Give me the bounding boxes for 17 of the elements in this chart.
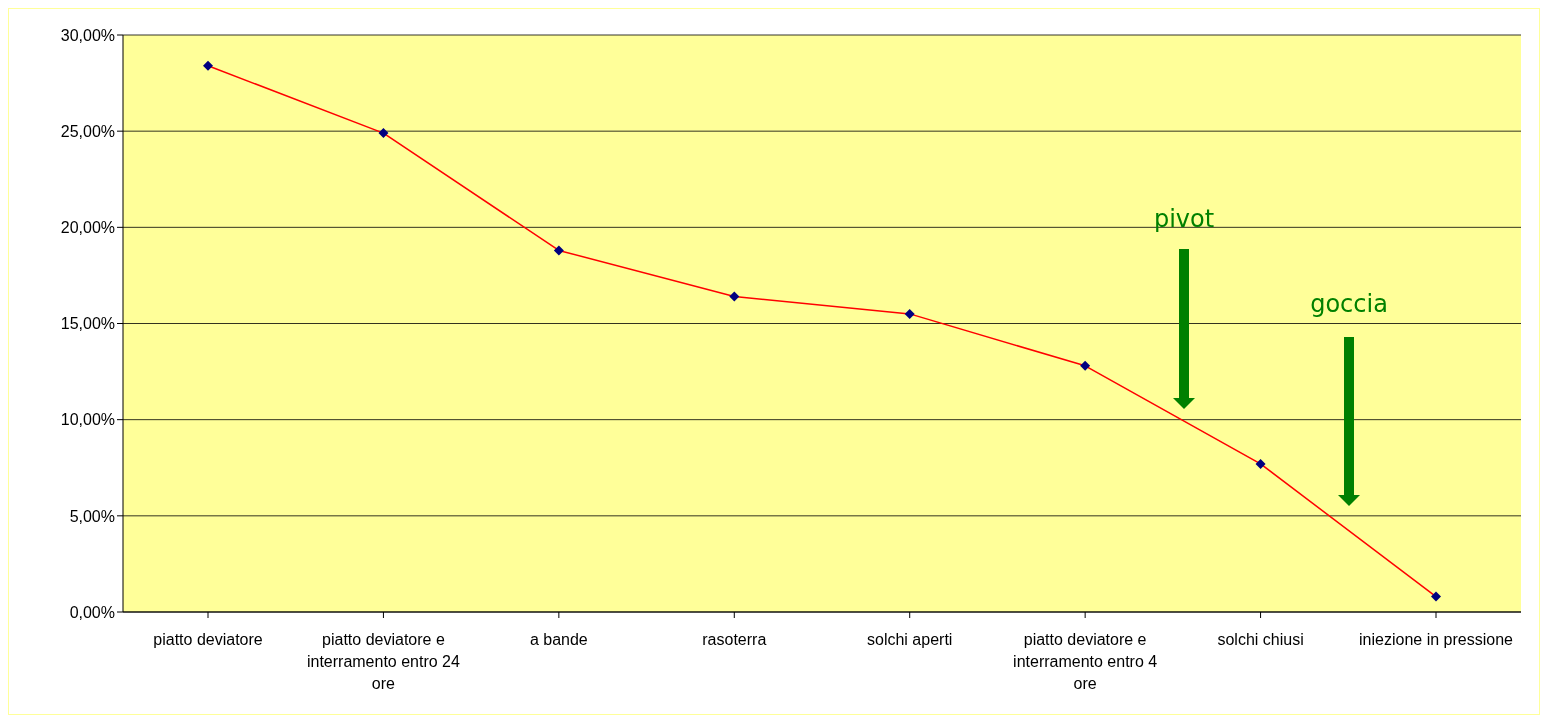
x-tick-label: piatto deviatore — [153, 631, 263, 649]
annotation: pivot — [1153, 205, 1215, 233]
x-tick-label: solchi aperti — [867, 631, 953, 649]
x-tick-label: piatto deviatore e interramento entro 4 ore — [1013, 631, 1158, 693]
x-tick-label: piatto deviatore e interramento entro 24 ore — [306, 631, 461, 693]
y-tick-label: 10,00% — [60, 411, 115, 429]
y-tick-label: 5,00% — [69, 507, 115, 525]
x-tick-label: iniezione in pressione — [1359, 631, 1514, 649]
y-tick-label: 20,00% — [60, 219, 115, 237]
x-tick-label: a bande — [529, 631, 588, 649]
x-tick-label: solchi chiusi — [1217, 631, 1304, 649]
y-tick-label: 15,00% — [60, 315, 115, 333]
y-tick-label: 30,00% — [60, 26, 115, 44]
annotation: goccia — [1310, 290, 1388, 318]
y-tick-label: 0,00% — [69, 603, 115, 621]
y-tick-label: 25,00% — [60, 122, 115, 140]
x-tick-label: rasoterra — [702, 631, 767, 649]
